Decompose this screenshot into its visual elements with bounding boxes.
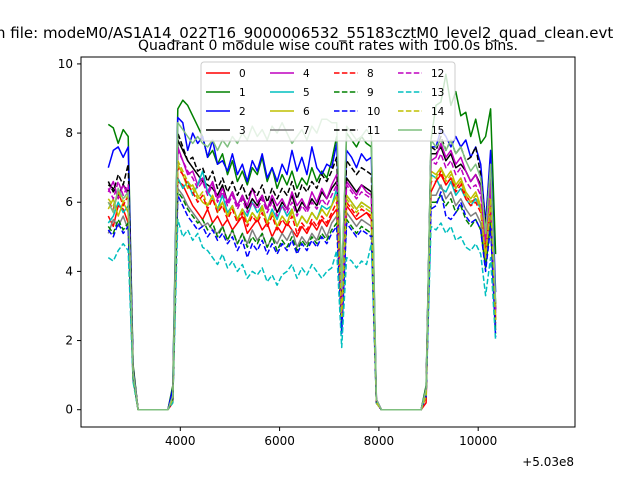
legend-label: 10 (367, 106, 380, 118)
y-tick-label: 2 (65, 334, 73, 348)
legend-label: 2 (239, 106, 246, 118)
x-tick-label: 6000 (264, 434, 295, 448)
y-tick-label: 8 (65, 126, 73, 140)
legend-label: 15 (431, 125, 444, 137)
chart-title: Quadrant 0 module wise count rates with … (138, 38, 518, 54)
legend-label: 7 (303, 125, 310, 137)
legend-label: 1 (239, 87, 246, 99)
y-tick-label: 6 (65, 195, 73, 209)
legend-label: 4 (303, 68, 310, 80)
legend-label: 5 (303, 87, 310, 99)
y-tick-label: 10 (58, 57, 73, 71)
legend-label: 6 (303, 106, 310, 118)
x-tick-label: 10000 (459, 434, 497, 448)
x-tick-label: 8000 (364, 434, 395, 448)
legend-label: 11 (367, 125, 380, 137)
x-tick-label: 4000 (165, 434, 196, 448)
series-line-10 (107, 191, 497, 411)
legend-label: 12 (431, 68, 444, 80)
legend-label: 14 (431, 106, 445, 118)
y-tick-label: 0 (65, 403, 73, 417)
figure-suptitle: n file: modeM0/AS1A14_022T16_9000006532_… (0, 24, 613, 43)
legend-label: 0 (239, 68, 246, 80)
x-axis: 4000 6000 8000 10000 (165, 427, 497, 448)
legend-label: 13 (431, 87, 444, 99)
legend-box (200, 61, 456, 142)
series-line-13 (107, 218, 497, 411)
series-layer (107, 73, 497, 411)
y-tick-label: 4 (65, 264, 73, 278)
y-axis: 0 2 4 6 8 10 (58, 57, 81, 417)
legend-label: 8 (367, 68, 374, 80)
series-line-9 (107, 191, 497, 411)
legend-label: 9 (367, 87, 374, 99)
plot-frame (80, 56, 576, 428)
x-offset-label: +5.03e8 (522, 455, 574, 469)
legend-label: 3 (239, 125, 246, 137)
